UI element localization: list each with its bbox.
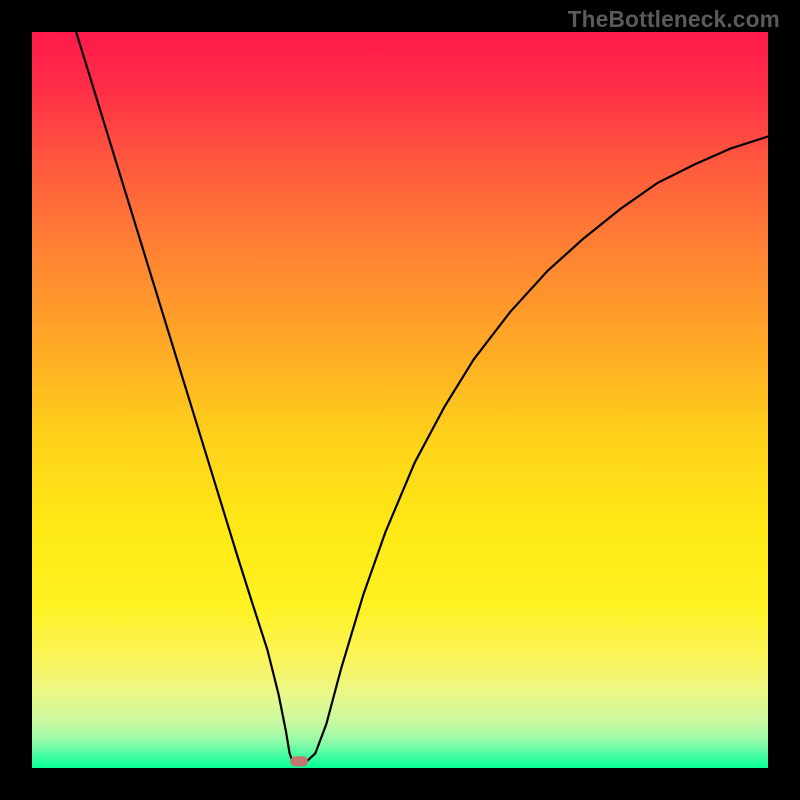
gradient-background <box>32 32 768 768</box>
bottleneck-curve-chart <box>32 32 768 768</box>
watermark-text: TheBottleneck.com <box>568 6 780 33</box>
plot-area <box>32 32 768 768</box>
chart-frame: TheBottleneck.com <box>0 0 800 800</box>
optimum-marker <box>290 756 308 766</box>
